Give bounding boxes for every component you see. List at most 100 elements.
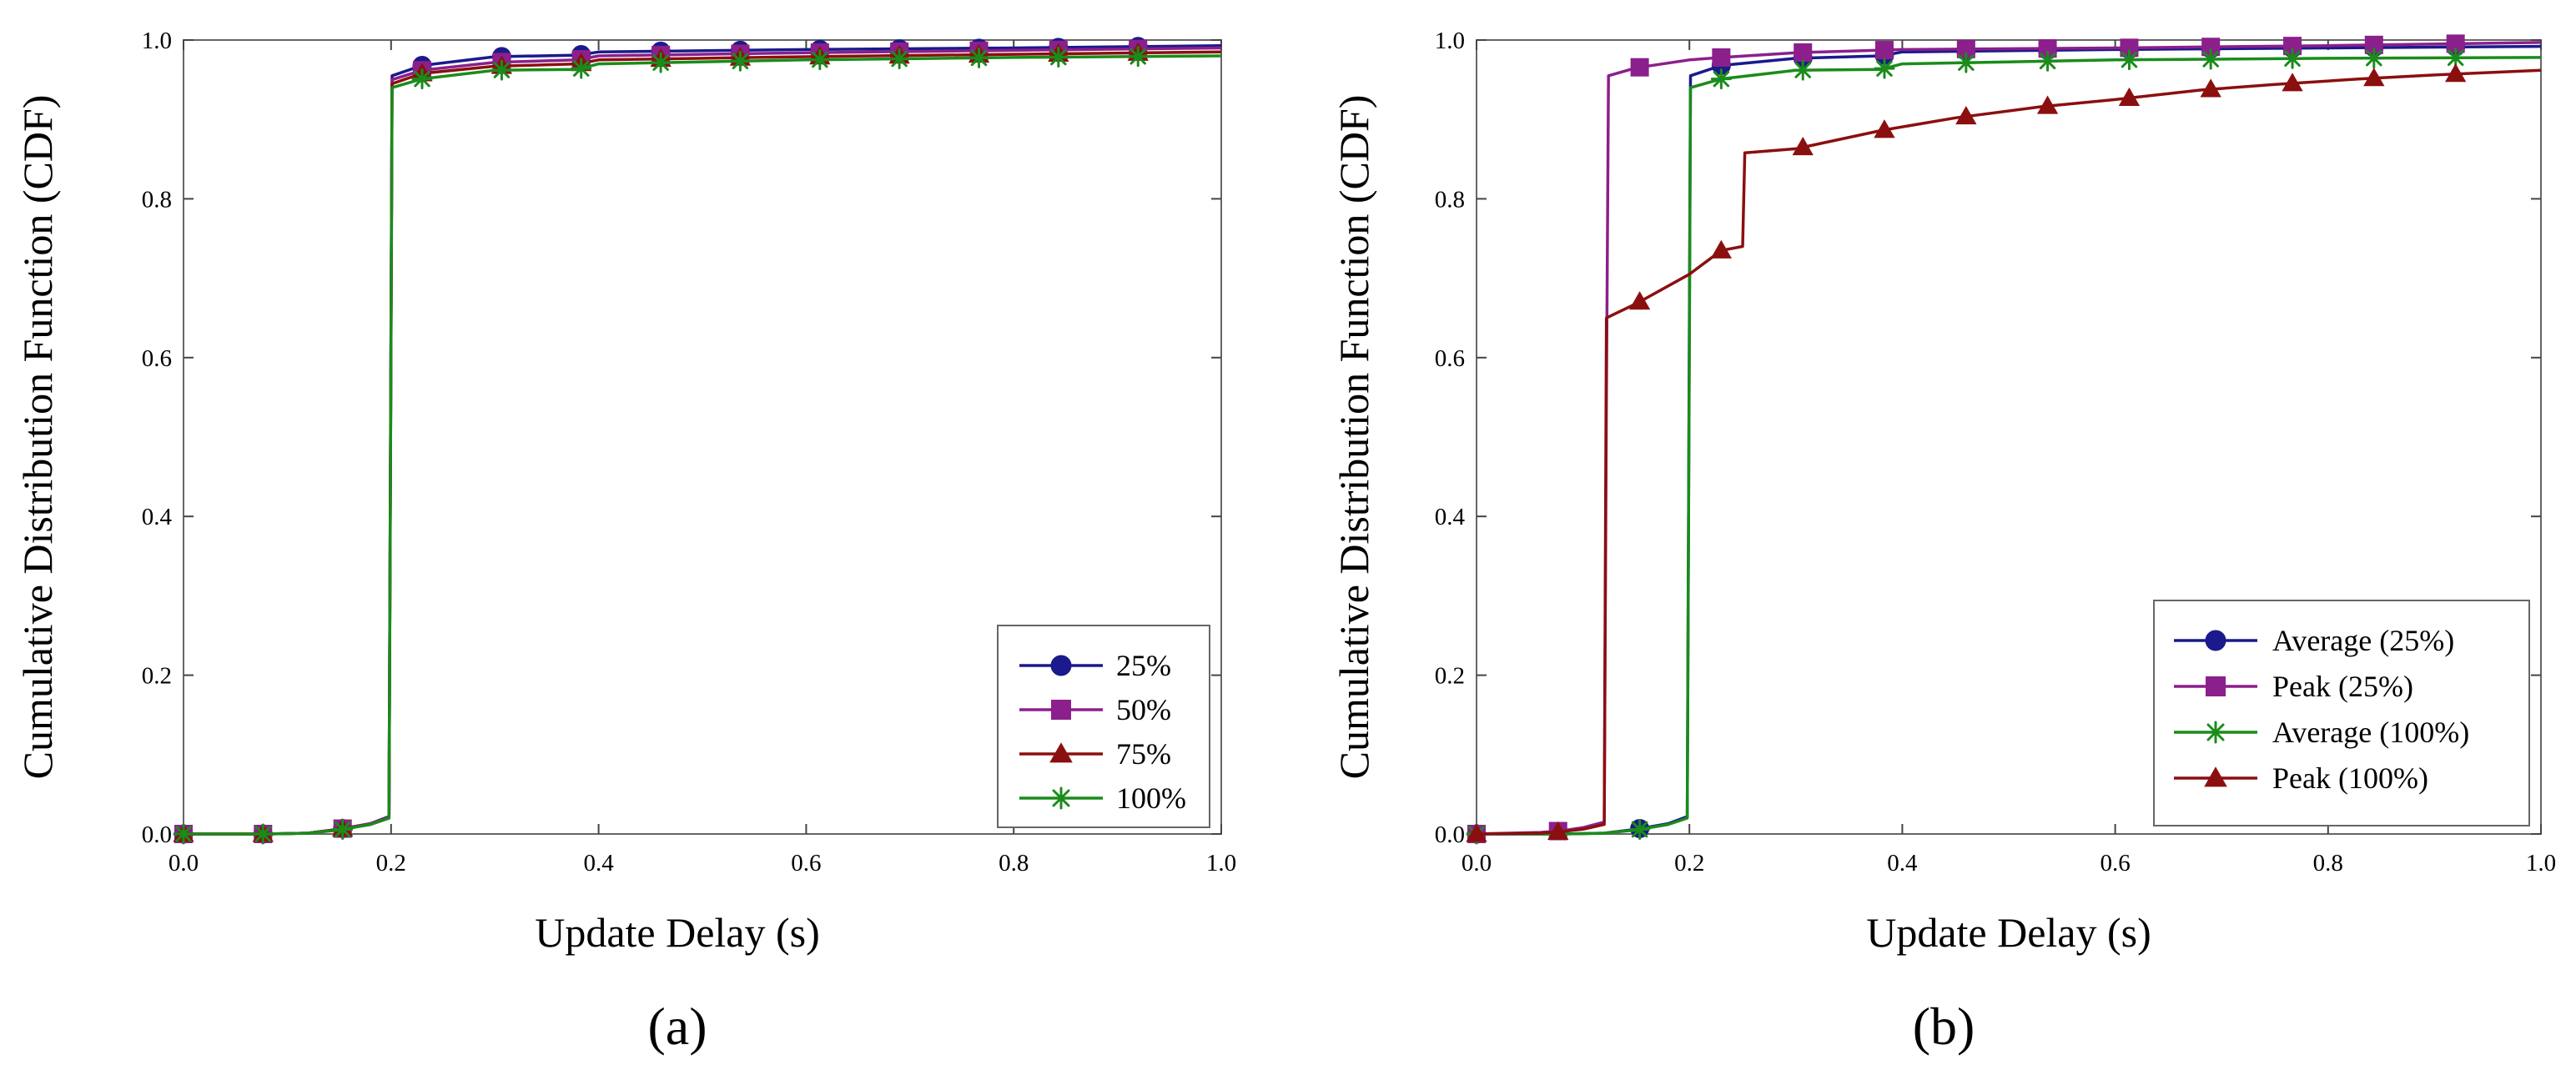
data-point-marker [1874,58,1895,79]
marker-stroke [1794,62,1811,78]
data-point-marker [411,68,433,90]
x-tick-label: 0.8 [2313,850,2343,877]
data-point-marker [2282,73,2303,92]
y-axis-tick-labels: 0.0 0.2 0.4 0.6 0.8 1.0 [1435,28,1466,848]
data-point-marker [1049,786,1073,810]
series-lines [173,37,1222,845]
data-point-marker [1874,119,1895,138]
marker-stroke [732,53,749,70]
data-series [173,46,1222,845]
marker-stroke [414,70,430,88]
x-axis-tick-labels: 0.0 0.2 0.4 0.6 0.8 1.0 [1462,850,2556,877]
data-point-marker [1710,68,1732,90]
data-point-marker [2445,63,2467,83]
x-tick-label: 0.0 [169,850,199,877]
data-point-marker [2206,676,2226,696]
marker-stroke [2366,49,2382,67]
data-point-marker [1049,742,1073,763]
data-point-marker [1048,47,1069,68]
data-point-marker [1874,41,1894,60]
legend-item: Peak (25%) [2174,670,2413,703]
data-point-marker [2036,95,2059,114]
y-axis-tick-labels: 0.0 0.2 0.4 0.6 0.8 1.0 [142,28,173,848]
data-point-marker [1792,136,1814,156]
legend-item: 25% [1019,649,1171,682]
x-tick-label: 1.0 [1206,850,1236,877]
legend-item: 75% [1019,737,1171,771]
data-point-marker [173,823,194,845]
y-axis-label: Cumulative Distribution Function (CDF) [1331,95,1377,780]
data-point-marker [2283,37,2302,56]
data-point-marker [2201,38,2221,57]
marker-stroke [1958,54,1975,71]
y-tick-label: 0.0 [142,821,172,848]
x-tick-label: 0.4 [1887,850,1918,877]
x-axis-tick-labels: 0.0 0.2 0.4 0.6 0.8 1.0 [169,850,1236,877]
x-tick-label: 0.2 [376,850,406,877]
series-line [1476,68,2542,836]
legend-label: 50% [1116,693,1171,726]
legend-label: 100% [1116,781,1186,815]
marker-stroke [2039,53,2056,70]
data-point-marker [650,52,672,73]
data-point-marker [2120,38,2139,58]
legend-item: 50% [1019,693,1171,726]
y-tick-label: 0.2 [1435,663,1465,690]
x-axis-label: Update Delay (s) [535,909,820,956]
legend-label: Average (100%) [2272,716,2469,749]
data-point-marker [2363,48,2385,69]
legend: Average (25%) Peak (25%) Average (100%) … [2153,600,2530,826]
data-point-marker [2118,87,2141,107]
data-point-marker [1547,821,1569,840]
data-point-marker [1051,700,1071,720]
plot-area-frame [1476,39,2542,835]
y-tick-label: 0.4 [142,504,173,530]
data-point-marker [2446,34,2465,53]
data-point-marker [1710,239,1733,259]
x-tick-label: 0.4 [583,850,614,877]
data-point-marker [2364,35,2383,54]
marker-stroke [1130,48,1146,65]
legend-label: Average (25%) [2272,624,2454,657]
data-point-marker [2204,721,2227,744]
data-point-marker [809,49,831,71]
legend-item: Average (100%) [2174,716,2469,749]
data-point-marker [332,819,354,841]
marker-stroke [970,49,988,67]
marker-stroke [175,826,192,842]
data-point-marker [1466,823,1487,842]
y-tick-label: 0.6 [142,345,172,372]
y-tick-label: 0.0 [1435,821,1465,848]
y-tick-label: 0.2 [142,663,172,690]
x-tick-label: 1.0 [2526,850,2556,877]
panel-label: (a) [647,997,707,1056]
marker-stroke [2447,49,2464,67]
plot-area-frame [183,39,1222,835]
data-point-marker [1792,59,1814,81]
data-point-marker [1127,46,1149,68]
legend-box [997,625,1210,828]
legend-label: Peak (25%) [2272,670,2413,703]
data-point-marker [2037,50,2059,72]
marker-stroke [1876,60,1893,77]
legend: 25% 50% 75% 100% [997,625,1210,828]
x-tick-label: 0.2 [1674,850,1704,877]
marker-stroke [1050,48,1067,66]
marker-stroke [812,51,828,68]
data-point-marker [1628,291,1651,310]
chart-panel-b: 0.0 0.2 0.4 0.6 0.8 1.0 0.0 0.2 0.4 0.6 … [1331,28,2556,1056]
data-point-marker [1629,819,1651,841]
data-point-marker [2200,78,2221,98]
data-point-marker [491,59,512,81]
legend-item: Peak (100%) [2174,761,2428,795]
marker-stroke [1052,789,1070,807]
data-point-marker [1630,58,1649,77]
data-point-marker [2038,39,2057,58]
data-point-marker [571,58,592,79]
legend-label: 75% [1116,737,1171,771]
data-point-marker [729,50,751,72]
marker-stroke [891,50,908,68]
y-tick-label: 1.0 [142,28,172,54]
legend-label: Peak (100%) [2272,761,2428,795]
